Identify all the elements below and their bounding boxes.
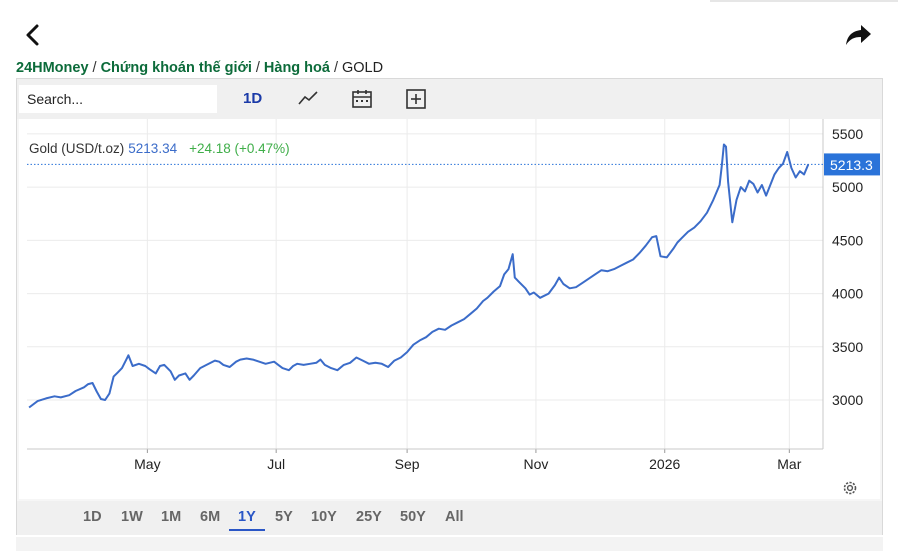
chart-widget: 1D 3000 3500 4000 4500 5000 5500 May Jul Sep Nov 2… bbox=[16, 78, 883, 535]
breadcrumb-current: GOLD bbox=[342, 60, 384, 76]
range-selector: 1D 1W 1M 6M 1Y 5Y 10Y 25Y 50Y All bbox=[17, 501, 882, 535]
back-button[interactable] bbox=[20, 22, 46, 48]
gear-icon[interactable] bbox=[841, 479, 859, 497]
chart-plot-area[interactable]: 3000 3500 4000 4500 5000 5500 May Jul Sep Nov 2026… bbox=[19, 119, 880, 499]
breadcrumb-separator: / bbox=[255, 60, 260, 76]
price-tag-label: 5213.3 bbox=[830, 157, 873, 173]
x-tick-label: Sep bbox=[395, 456, 420, 472]
chart-toolbar: 1D bbox=[17, 79, 882, 119]
calendar-icon[interactable] bbox=[351, 89, 373, 109]
range-button-6m[interactable]: 6M bbox=[200, 509, 221, 525]
range-button-all[interactable]: All bbox=[445, 509, 464, 525]
x-tick-label: Mar bbox=[777, 456, 801, 472]
y-tick-label: 5000 bbox=[832, 179, 863, 195]
search-input[interactable] bbox=[19, 85, 217, 113]
breadcrumb-world-stocks[interactable]: Chứng khoán thế giới bbox=[100, 60, 252, 76]
range-button-5y[interactable]: 5Y bbox=[275, 509, 293, 525]
y-tick-label: 4000 bbox=[832, 286, 863, 302]
range-button-25y[interactable]: 25Y bbox=[356, 509, 382, 525]
legend-change: +24.18 (+0.47%) bbox=[189, 141, 290, 156]
range-button-50y[interactable]: 50Y bbox=[400, 509, 426, 525]
range-button-10y[interactable]: 10Y bbox=[311, 509, 337, 525]
chevron-left-icon bbox=[26, 24, 39, 46]
range-button-1w[interactable]: 1W bbox=[121, 509, 143, 525]
gold-price-series-line bbox=[28, 143, 810, 409]
top-strip bbox=[710, 0, 898, 2]
legend-symbol: Gold (USD/t.oz) bbox=[29, 141, 125, 156]
price-tag bbox=[824, 153, 880, 176]
range-button-1y[interactable]: 1Y bbox=[238, 509, 256, 525]
x-tick-label: 2026 bbox=[649, 456, 680, 472]
active-range-underline bbox=[229, 529, 265, 531]
breadcrumb-commodities[interactable]: Hàng hoá bbox=[263, 60, 330, 76]
y-tick-label: 5500 bbox=[832, 126, 863, 142]
line-chart-icon[interactable] bbox=[297, 89, 319, 109]
share-arrow-icon bbox=[846, 25, 871, 45]
y-tick-label: 4500 bbox=[832, 232, 863, 248]
price-chart[interactable]: 3000 3500 4000 4500 5000 5500 May Jul Sep Nov 2026… bbox=[19, 119, 880, 499]
x-tick-label: Jul bbox=[267, 456, 285, 472]
y-tick-label: 3000 bbox=[832, 392, 863, 408]
legend-price: 5213.34 bbox=[128, 141, 178, 156]
breadcrumb: 24HMoney / Chứng khoán thế giới / Hàng hoá / G… bbox=[16, 60, 383, 76]
x-tick-label: Nov bbox=[523, 456, 548, 472]
range-button-1m[interactable]: 1M bbox=[161, 509, 182, 525]
range-button-1d[interactable]: 1D bbox=[83, 509, 102, 525]
y-tick-label: 3500 bbox=[832, 339, 863, 355]
bottom-strip bbox=[16, 537, 883, 551]
breadcrumb-home[interactable]: 24HMoney bbox=[16, 60, 89, 76]
breadcrumb-separator: / bbox=[333, 60, 338, 76]
share-button[interactable] bbox=[844, 22, 872, 48]
x-tick-label: May bbox=[134, 456, 160, 472]
interval-button[interactable]: 1D bbox=[243, 90, 263, 107]
add-box-icon[interactable] bbox=[405, 89, 427, 109]
breadcrumb-separator: / bbox=[92, 60, 97, 76]
chart-legend: Gold (USD/t.oz) 5213.34 +24.18 (+0.47%) bbox=[29, 141, 290, 156]
